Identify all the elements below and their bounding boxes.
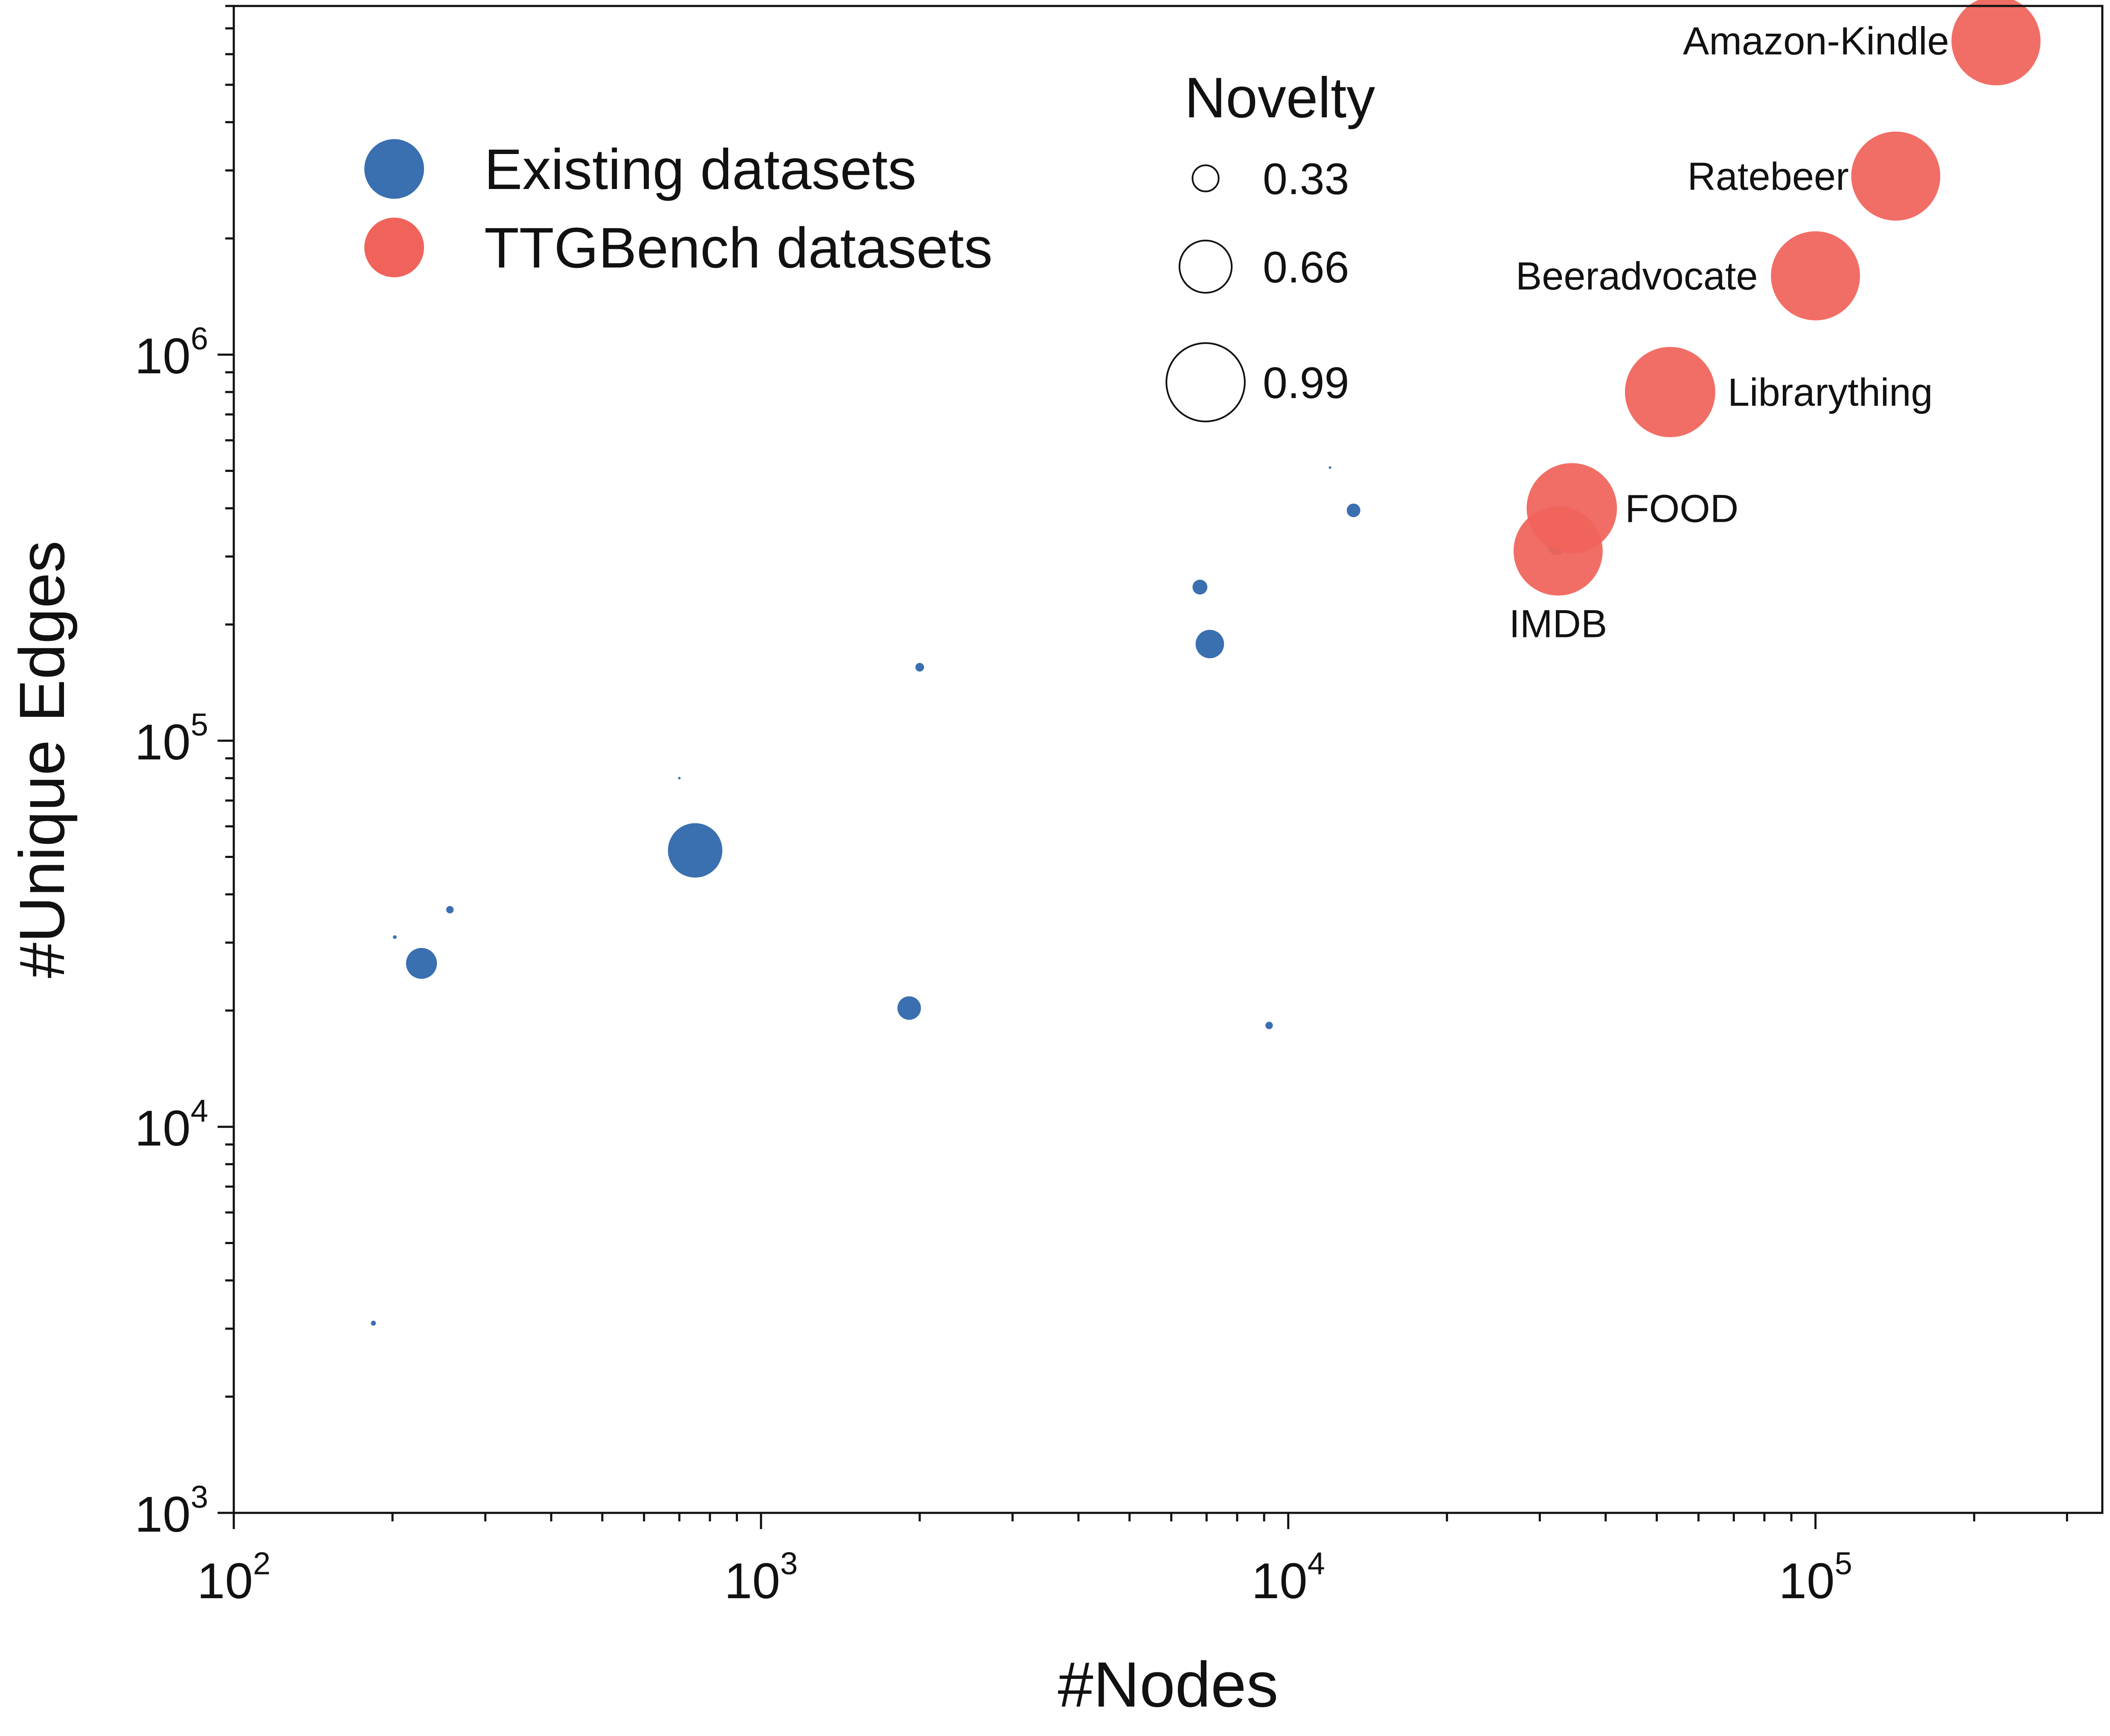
- point-label: Amazon-Kindle: [1683, 20, 1949, 63]
- x-axis-title: #Nodes: [1058, 1649, 1278, 1720]
- ttgbench-point: [1771, 231, 1860, 320]
- point-label: IMDB: [1509, 602, 1607, 646]
- size-legend-title: Novelty: [1185, 66, 1375, 130]
- x-tick-label: 105: [1779, 1546, 1852, 1609]
- existing-point: [1192, 579, 1208, 595]
- ttgbench-point: [1851, 131, 1941, 221]
- size-legend-circle: [1192, 164, 1220, 192]
- existing-point: [678, 776, 681, 779]
- existing-point: [1265, 1021, 1273, 1029]
- existing-point: [1346, 503, 1360, 518]
- legend-label: Existing datasets: [484, 138, 916, 201]
- point-label: Ratebeer: [1687, 155, 1848, 198]
- size-legend-label: 0.66: [1263, 243, 1349, 292]
- plot-marks: Amazon-Kindle Ratebeer Beeradvocate Library…: [371, 0, 2041, 1326]
- existing-point: [1328, 466, 1331, 469]
- legends: Existing datasets TTGBench datasets Novelt…: [364, 66, 1375, 422]
- y-tick-label: 105: [135, 707, 208, 771]
- legend-swatch: [364, 139, 424, 199]
- existing-point: [1195, 630, 1224, 658]
- ttgbench-point: [1513, 506, 1603, 596]
- existing-point: [897, 996, 921, 1020]
- existing-point: [446, 906, 454, 913]
- point-label: Beeradvocate: [1516, 255, 1758, 298]
- x-tick-label: 104: [1252, 1546, 1325, 1609]
- size-legend-circle: [1165, 342, 1246, 422]
- legend-swatch: [364, 218, 424, 277]
- ttgbench-point: [1625, 347, 1715, 437]
- y-axis-title: #Unique Edges: [6, 541, 78, 978]
- existing-point: [915, 663, 924, 672]
- point-label: FOOD: [1625, 487, 1738, 530]
- size-legend-label: 0.99: [1263, 358, 1349, 408]
- existing-point: [406, 948, 437, 979]
- size-legend-label: 0.33: [1263, 154, 1349, 204]
- x-tick-label: 102: [197, 1546, 270, 1609]
- existing-point: [371, 1320, 376, 1326]
- y-tick-label: 104: [135, 1093, 208, 1157]
- existing-point: [393, 935, 397, 939]
- legend-label: TTGBench datasets: [484, 216, 993, 280]
- point-label: Librarything: [1728, 371, 1933, 414]
- y-tick-label: 106: [135, 321, 208, 384]
- existing-point: [668, 823, 723, 878]
- y-tick-label: 103: [135, 1479, 208, 1543]
- ttgbench-point: [1951, 0, 2041, 85]
- size-legend-circle: [1178, 239, 1233, 294]
- x-tick-label: 103: [724, 1546, 798, 1609]
